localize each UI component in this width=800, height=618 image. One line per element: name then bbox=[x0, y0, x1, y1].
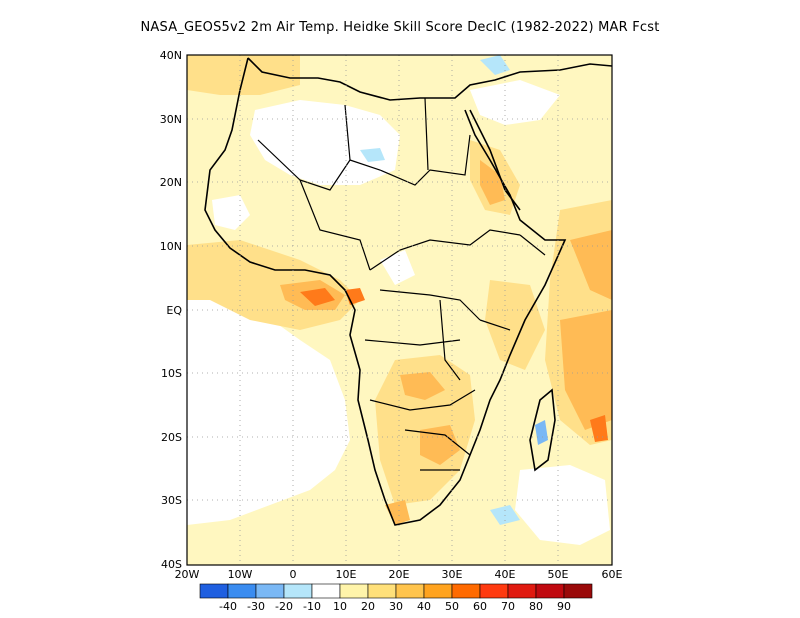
lat-label: 40N bbox=[160, 49, 182, 62]
colorbar-swatch bbox=[479, 583, 509, 599]
lat-label: 20N bbox=[160, 176, 182, 189]
colorbar-swatch bbox=[535, 583, 565, 599]
colorbar-label: 40 bbox=[417, 600, 431, 613]
colorbar-swatch bbox=[395, 583, 425, 599]
lat-label: 30N bbox=[160, 113, 182, 126]
colorbar-swatch bbox=[507, 583, 537, 599]
borders bbox=[257, 97, 546, 471]
colorbar-swatches bbox=[199, 583, 593, 599]
colorbar-label: 80 bbox=[529, 600, 543, 613]
lat-label: 30S bbox=[161, 494, 182, 507]
colorbar-swatch bbox=[451, 583, 481, 599]
colorbar-label: -30 bbox=[247, 600, 265, 613]
colorbar-swatch bbox=[199, 583, 229, 599]
colorbar-labels: -40 -30 -20 -10 10 20 30 40 50 60 70 80 … bbox=[219, 600, 571, 613]
colorbar: -40 -30 -20 -10 10 20 30 40 50 60 70 80 … bbox=[199, 583, 593, 613]
lon-label: 50E bbox=[548, 568, 569, 581]
lat-label: 20S bbox=[161, 431, 182, 444]
colorbar-label: 10 bbox=[333, 600, 347, 613]
lon-label: 10W bbox=[228, 568, 253, 581]
lat-label: 10S bbox=[161, 367, 182, 380]
colorbar-label: -40 bbox=[219, 600, 237, 613]
lat-label: 40S bbox=[161, 558, 182, 571]
colorbar-label: 70 bbox=[501, 600, 515, 613]
colorbar-swatch bbox=[563, 583, 593, 599]
chart-title: NASA_GEOS5v2 2m Air Temp. Heidke Skill S… bbox=[140, 20, 660, 35]
colorbar-label: 20 bbox=[361, 600, 375, 613]
longitude-labels: 20W 10W 0 10E 20E 30E 40E 50E 60E bbox=[175, 568, 623, 581]
lon-label: 10E bbox=[336, 568, 357, 581]
colorbar-swatch bbox=[283, 583, 313, 599]
lon-label: 20W bbox=[175, 568, 200, 581]
lat-label: 10N bbox=[160, 240, 182, 253]
coastlines bbox=[204, 57, 612, 526]
lon-label: 30E bbox=[442, 568, 463, 581]
colorbar-swatch bbox=[423, 583, 453, 599]
colorbar-label: 50 bbox=[445, 600, 459, 613]
graticule bbox=[187, 55, 612, 565]
lon-label: 40E bbox=[495, 568, 516, 581]
colorbar-swatch bbox=[339, 583, 369, 599]
colorbar-label: 90 bbox=[557, 600, 571, 613]
latitude-labels: 40N 30N 20N 10N EQ 10S 20S 30S 40S bbox=[160, 49, 183, 571]
colorbar-swatch bbox=[367, 583, 397, 599]
map-fill bbox=[187, 55, 612, 565]
colorbar-swatch bbox=[311, 583, 341, 599]
lat-label: EQ bbox=[166, 304, 182, 317]
lon-label: 60E bbox=[602, 568, 623, 581]
lon-label: 20E bbox=[389, 568, 410, 581]
colorbar-label: -20 bbox=[275, 600, 293, 613]
colorbar-swatch bbox=[255, 583, 285, 599]
colorbar-label: 60 bbox=[473, 600, 487, 613]
colorbar-label: -10 bbox=[303, 600, 321, 613]
colorbar-label: 30 bbox=[389, 600, 403, 613]
colorbar-swatch bbox=[227, 583, 257, 599]
map-frame bbox=[186, 54, 613, 566]
lon-label: 0 bbox=[290, 568, 297, 581]
